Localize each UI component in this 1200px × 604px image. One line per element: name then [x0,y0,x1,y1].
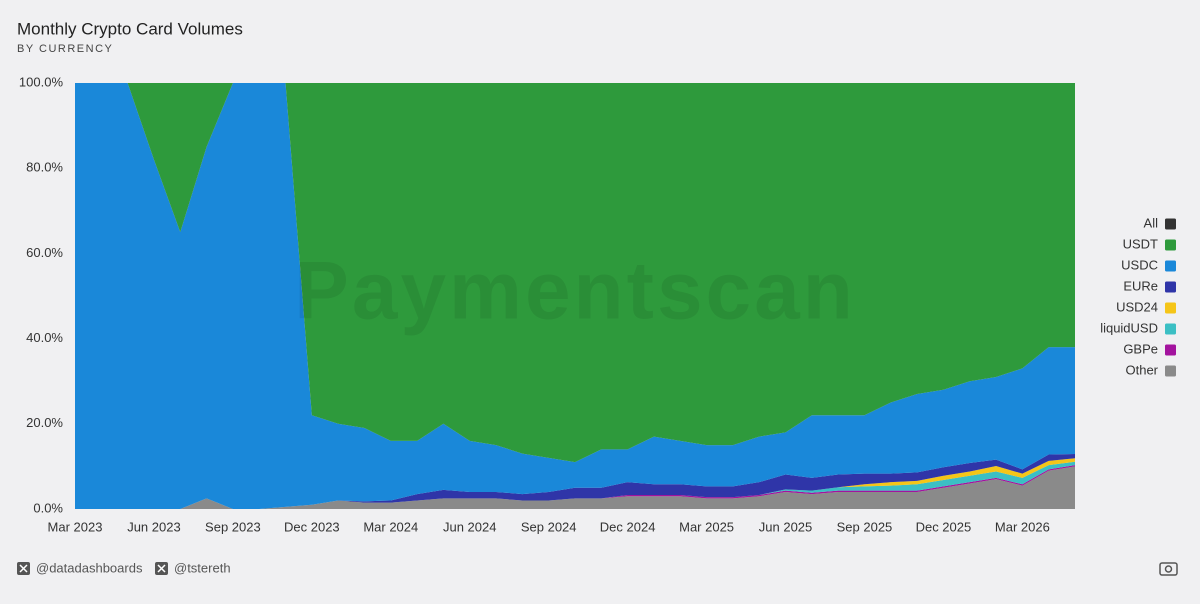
area [75,466,1075,509]
area [75,83,1075,509]
legend-swatch [1165,239,1176,251]
x-tick-label: Mar 2024 [363,519,418,534]
legend-label[interactable]: All [1144,215,1159,230]
camera-icon[interactable] [1159,562,1178,576]
y-tick-label: 0.0% [33,500,63,515]
legend: All USDT USDC EURe USD24 liquidUSD GBPe Other [1100,215,1176,377]
footer-handle[interactable]: @datadashboards [36,560,143,575]
x-tick-label: Sep 2023 [205,519,261,534]
plot-area: Paymentscan 0.0% 20.0% 40.0% 60.0% 80.0% 100.0… [19,74,1075,534]
x-tick-label: Mar 2023 [48,519,103,534]
chart-subtitle: BY CURRENCY [17,43,113,55]
area [75,454,1075,509]
x-icon-glyph [19,564,28,573]
footer: @datadashboards @tstereth [17,560,1178,576]
x-tick-label: Mar 2026 [995,519,1050,534]
legend-label[interactable]: USD24 [1116,299,1158,314]
legend-swatch [1165,344,1176,356]
y-tick-label: 100.0% [19,74,64,89]
x-tick-label: Dec 2024 [600,519,656,534]
footer-handle[interactable]: @tstereth [174,560,231,575]
legend-label[interactable]: USDC [1121,257,1158,272]
legend-swatch [1165,302,1176,314]
legend-swatch [1165,260,1176,272]
x-tick-label: Dec 2023 [284,519,340,534]
legend-label[interactable]: liquidUSD [1100,320,1158,335]
x-tick-label: Dec 2025 [916,519,972,534]
legend-label[interactable]: GBPe [1123,341,1158,356]
legend-swatch [1165,218,1176,230]
y-tick-label: 80.0% [26,160,63,175]
chart-title: Monthly Crypto Card Volumes [17,19,243,38]
legend-swatch [1165,281,1176,293]
legend-label[interactable]: EURe [1123,278,1158,293]
y-tick-label: 20.0% [26,415,63,430]
watermark: Paymentscan [294,246,856,337]
area [75,83,1075,463]
x-icon-glyph [157,564,166,573]
x-tick-label: Jun 2024 [443,519,497,534]
x-tick-label: Mar 2025 [679,519,734,534]
legend-swatch [1165,365,1176,377]
legend-label[interactable]: USDT [1123,236,1158,251]
area [75,458,1075,509]
y-tick-label: 60.0% [26,245,63,260]
x-tick-label: Sep 2024 [521,519,577,534]
legend-swatch [1165,323,1176,335]
y-tick-label: 40.0% [26,330,63,345]
legend-label[interactable]: Other [1125,362,1158,377]
x-tick-label: Jun 2025 [759,519,813,534]
x-tick-label: Sep 2025 [837,519,893,534]
x-tick-label: Jun 2023 [127,519,181,534]
